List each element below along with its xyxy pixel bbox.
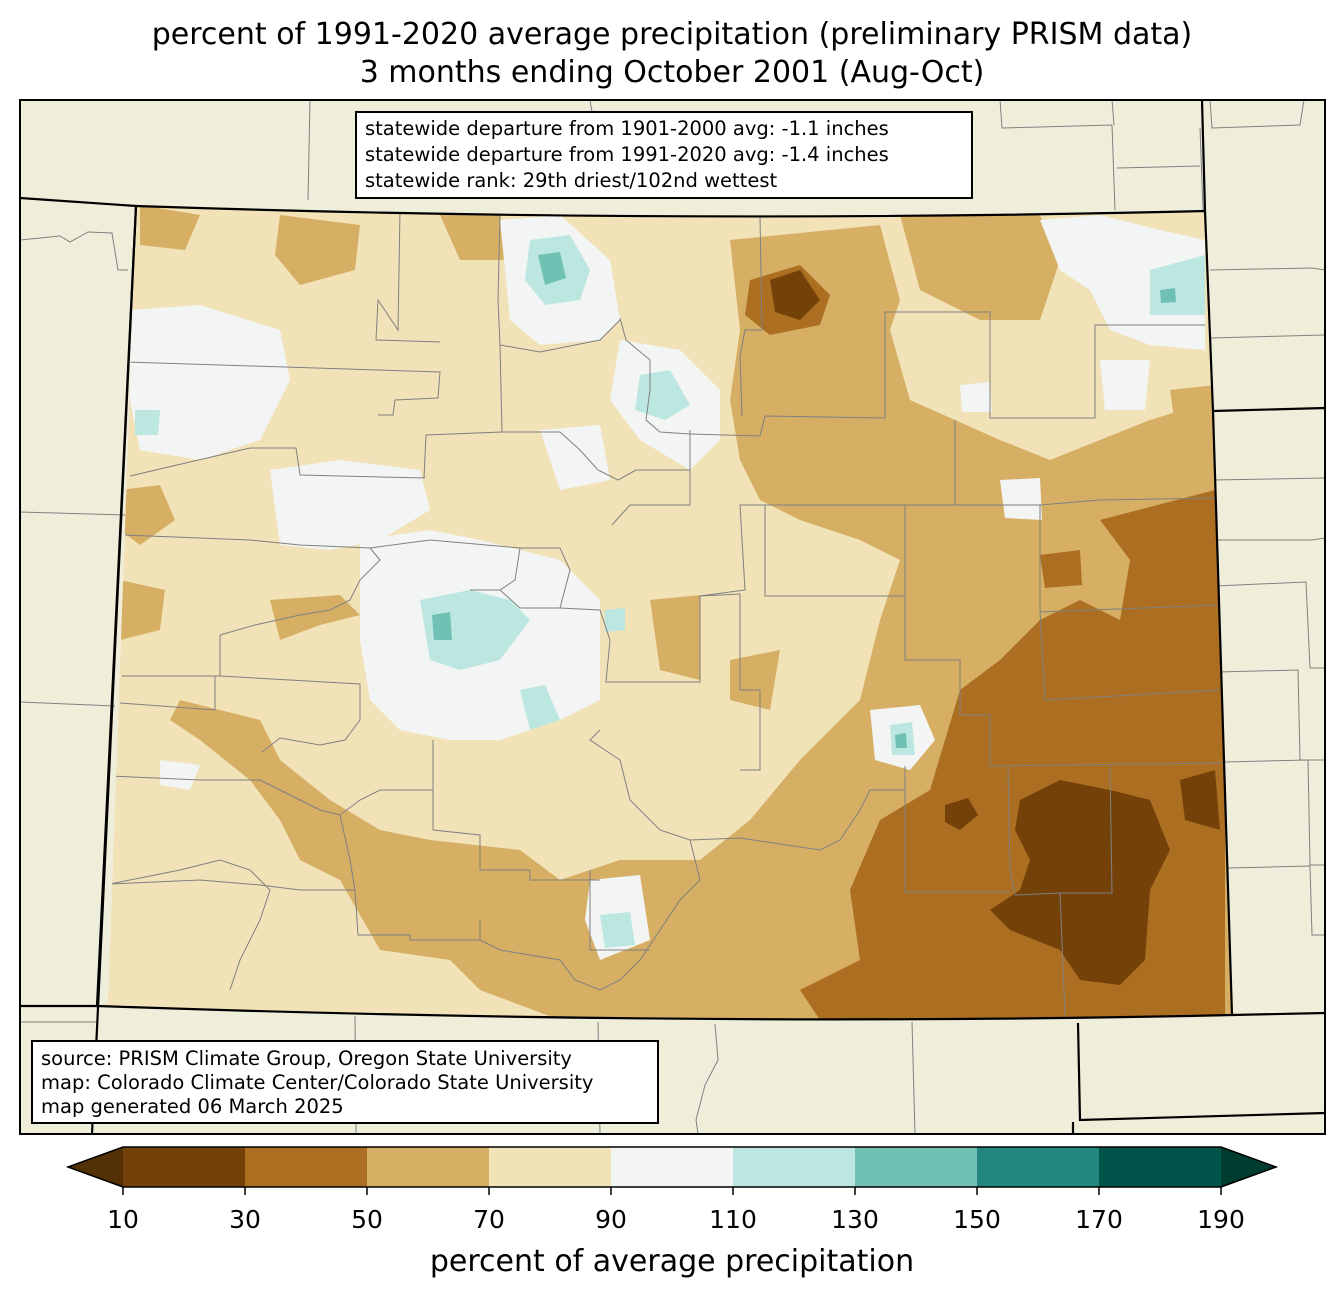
colorbar-tick-label-50: 50 — [351, 1205, 383, 1234]
colorbar-label: percent of average precipitation — [429, 1244, 915, 1279]
source-credits-box: source: PRISM Climate Group, Oregon Stat… — [31, 1040, 659, 1124]
colorbar-tick-label-190: 190 — [1197, 1205, 1245, 1234]
colorbar-bin-30-50 — [245, 1147, 368, 1187]
colorado-county-lines — [109, 209, 1223, 1016]
kansas-oklahoma-border — [1231, 1011, 1325, 1017]
state-borders — [20, 100, 1325, 1134]
colorbar-tick-label-90: 90 — [595, 1205, 627, 1234]
colorbar-over-arrow — [1221, 1147, 1276, 1187]
source-line-map: map: Colorado Climate Center/Colorado St… — [41, 1071, 594, 1094]
colorbar-bin-10-30 — [123, 1147, 246, 1187]
neighbor-county-lines — [20, 100, 1325, 1134]
colorbar-bin-110-130 — [733, 1147, 856, 1187]
map-title-line-2: 3 months ending October 2001 (Aug-Oct) — [359, 55, 985, 90]
source-line-prism: source: PRISM Climate Group, Oregon Stat… — [41, 1047, 572, 1070]
colorbar — [65, 1146, 1279, 1195]
utah-wyoming-border — [20, 196, 137, 208]
colorbar-tick-label-150: 150 — [953, 1205, 1001, 1234]
stats-departure-1901-2000: statewide departure from 1901-2000 avg: … — [365, 117, 889, 140]
stats-rank: statewide rank: 29th driest/102nd wettes… — [365, 169, 778, 192]
colorbar-tick-label-170: 170 — [1075, 1205, 1123, 1234]
colorbar-bin-170-190 — [1099, 1147, 1222, 1187]
nebraska-kansas-border — [1212, 406, 1325, 413]
stats-departure-1991-2020: statewide departure from 1991-2020 avg: … — [365, 143, 889, 166]
precipitation-field — [97, 206, 1232, 1020]
colorbar-bin-70-90 — [489, 1147, 612, 1187]
utah-border — [90, 205, 138, 1134]
statewide-stats-box: statewide departure from 1901-2000 avg: … — [355, 111, 973, 199]
colorbar-tick-label-30: 30 — [229, 1205, 261, 1234]
map-title-line-1: percent of 1991-2020 average precipitati… — [151, 17, 1193, 52]
colorbar-under-arrow — [68, 1147, 123, 1187]
colorbar-bin-130-150 — [855, 1147, 978, 1187]
colorbar-bin-150-170 — [977, 1147, 1100, 1187]
colorbar-bin-50-70 — [367, 1147, 490, 1187]
colorbar-bin-90-110 — [611, 1147, 734, 1187]
source-line-generated: map generated 06 March 2025 — [41, 1095, 344, 1118]
colorbar-tick-label-110: 110 — [709, 1205, 757, 1234]
wyoming-nebraska-border — [1200, 100, 1207, 212]
colorbar-tick-label-70: 70 — [473, 1205, 505, 1234]
colorbar-tick-label-10: 10 — [107, 1205, 139, 1234]
oklahoma-panhandle-border — [1076, 1022, 1325, 1122]
colorbar-tick-label-130: 130 — [831, 1205, 879, 1234]
map-frame — [19, 99, 1326, 1135]
